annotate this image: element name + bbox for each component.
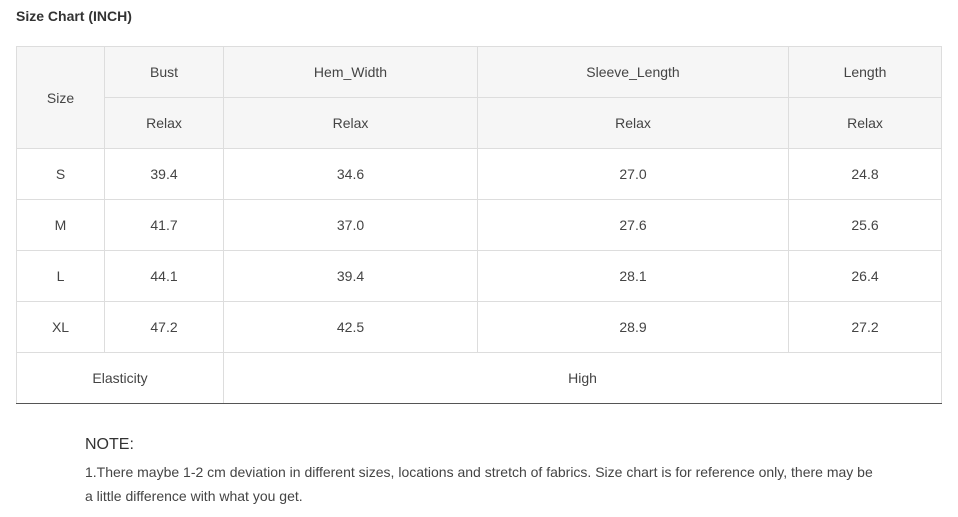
column-header-sleeve-length: Sleeve_Length [477,46,789,98]
value-cell: 37.0 [223,199,478,251]
table-row: M 41.7 37.0 27.6 25.6 [16,199,942,251]
column-header-length: Length [788,46,942,98]
note-title: NOTE: [85,436,134,453]
table-row: L 44.1 39.4 28.1 26.4 [16,250,942,302]
size-cell: M [16,199,105,251]
value-cell: 44.1 [104,250,224,302]
value-cell: 27.6 [477,199,789,251]
elasticity-value-cell: High [223,352,942,404]
value-cell: 39.4 [104,148,224,200]
header-row: Size Bust Hem_Width Sleeve_Length Length [16,46,942,149]
value-cell: 47.2 [104,301,224,353]
value-cell: 25.6 [788,199,942,251]
value-cell: 28.9 [477,301,789,353]
size-cell: S [16,148,105,200]
elasticity-label-cell: Elasticity [16,352,224,404]
fit-cell: Relax [223,97,478,149]
value-cell: 24.8 [788,148,942,200]
table-row: S 39.4 34.6 27.0 24.8 [16,148,942,200]
elasticity-row: Elasticity High [16,352,942,404]
value-cell: 27.2 [788,301,942,353]
value-cell: 26.4 [788,250,942,302]
size-cell: XL [16,301,105,353]
value-cell: 41.7 [104,199,224,251]
note-text: 1.There maybe 1-2 cm deviation in differ… [85,464,873,504]
value-cell: 27.0 [477,148,789,200]
value-cell: 34.6 [223,148,478,200]
value-cell: 42.5 [223,301,478,353]
page-title: Size Chart (INCH) [16,8,132,24]
size-header-cell: Size [16,46,105,149]
column-header-hem-width: Hem_Width [223,46,478,98]
table-row: XL 47.2 42.5 28.9 27.2 [16,301,942,353]
fit-cell: Relax [477,97,789,149]
size-chart-table: Size Bust Hem_Width Sleeve_Length Length… [16,46,942,404]
fit-cell: Relax [104,97,224,149]
column-header-bust: Bust [104,46,224,98]
value-cell: 28.1 [477,250,789,302]
value-cell: 39.4 [223,250,478,302]
fit-cell: Relax [788,97,942,149]
size-cell: L [16,250,105,302]
note-section: NOTE: 1.There maybe 1-2 cm deviation in … [85,434,875,508]
fit-row: Relax Relax Relax Relax [17,97,942,149]
